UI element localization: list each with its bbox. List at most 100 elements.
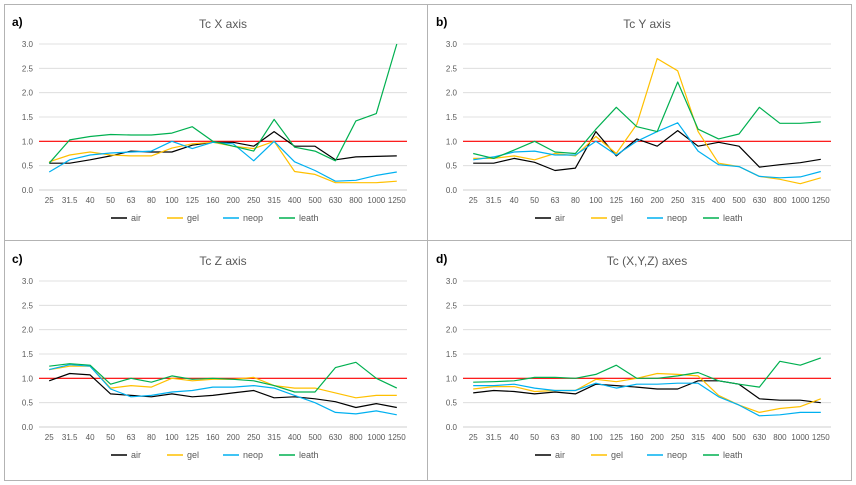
x-tick-label: 1000 — [791, 196, 809, 205]
series-line-leath — [49, 361, 398, 393]
x-tick-label: 50 — [106, 196, 115, 205]
legend-label-leath: leath — [723, 450, 743, 460]
x-tick-label: 315 — [691, 433, 705, 442]
y-tick-label: 0.5 — [446, 162, 458, 171]
chart-panel-a: a) Tc X axis 0.0 0.5 1.0 1.5 2.0 2.5 3.0 25 31.5 40… — [4, 4, 428, 241]
y-tick-label: 1.0 — [446, 137, 458, 146]
figure-frame — [4, 4, 852, 481]
x-tick-label: 400 — [712, 433, 726, 442]
x-tick-label: 250 — [671, 196, 685, 205]
x-tick-label: 31.5 — [486, 196, 502, 205]
x-tick-label: 125 — [610, 433, 624, 442]
x-tick-label: 500 — [308, 433, 322, 442]
x-tick-label: 630 — [329, 196, 343, 205]
x-tick-label: 63 — [127, 196, 136, 205]
y-tick-label: 0.0 — [22, 186, 34, 195]
x-tick-label: 500 — [732, 196, 746, 205]
x-tick-label: 25 — [45, 433, 54, 442]
chart-panel-b: b) Tc Y axis 0.0 0.5 1.0 1.5 2.0 2.5 3.0 25 31.5 40… — [428, 4, 852, 241]
x-tick-label: 31.5 — [62, 433, 78, 442]
x-tick-label: 25 — [469, 196, 478, 205]
y-tick-label: 2.5 — [446, 64, 458, 73]
x-tick-label: 100 — [165, 433, 179, 442]
series-line-neop — [49, 364, 397, 416]
x-tick-label: 80 — [147, 433, 156, 442]
x-tick-label: 250 — [671, 433, 685, 442]
x-tick-label: 315 — [267, 433, 281, 442]
x-tick-label: 250 — [247, 433, 261, 442]
x-tick-label: 50 — [530, 433, 539, 442]
series-line-leath — [48, 43, 398, 164]
series-line-leath — [473, 81, 821, 159]
legend-label-neop: neop — [667, 450, 687, 460]
legend-label-air: air — [131, 213, 141, 223]
y-tick-label: 1.5 — [446, 113, 458, 122]
series-line-neop — [473, 122, 821, 179]
y-tick-label: 1.5 — [446, 350, 458, 359]
x-tick-label: 630 — [753, 196, 767, 205]
series-line-air — [48, 372, 397, 409]
x-tick-label: 80 — [571, 196, 580, 205]
chart-svg: a) Tc X axis 0.0 0.5 1.0 1.5 2.0 2.5 3.0 25 31.5 40… — [12, 15, 407, 223]
x-tick-label: 80 — [147, 196, 156, 205]
chart-title: Tc X axis — [199, 17, 247, 31]
series-line-gel — [473, 372, 822, 413]
x-tick-label: 1000 — [791, 433, 809, 442]
y-tick-label: 3.0 — [22, 277, 34, 286]
chart-panel-d: d) Tc (X,Y,Z) axes 0.0 0.5 1.0 1.5 2.0 2.5 3.0 25… — [428, 241, 852, 481]
chart-title: Tc (X,Y,Z) axes — [607, 254, 687, 268]
x-tick-label: 500 — [732, 433, 746, 442]
x-tick-label: 315 — [691, 196, 705, 205]
x-tick-label: 800 — [349, 196, 363, 205]
series-line-gel — [473, 57, 821, 185]
chart-svg: d) Tc (X,Y,Z) axes 0.0 0.5 1.0 1.5 2.0 2.5 3.0 25… — [436, 252, 831, 460]
x-tick-label: 200 — [227, 433, 241, 442]
legend-label-gel: gel — [611, 213, 623, 223]
x-tick-label: 160 — [630, 196, 644, 205]
panel-label: c) — [12, 252, 23, 266]
x-tick-label: 1250 — [812, 433, 830, 442]
series-line-gel — [49, 140, 397, 184]
x-tick-label: 1250 — [388, 433, 406, 442]
y-tick-label: 3.0 — [446, 277, 458, 286]
x-tick-label: 160 — [206, 196, 220, 205]
x-tick-label: 31.5 — [486, 433, 502, 442]
y-tick-label: 0.5 — [446, 399, 458, 408]
x-tick-label: 200 — [651, 433, 665, 442]
x-tick-label: 315 — [267, 196, 281, 205]
x-tick-label: 50 — [530, 196, 539, 205]
x-tick-label: 40 — [86, 196, 95, 205]
series-line-air — [473, 129, 821, 172]
y-tick-label: 0.5 — [22, 399, 34, 408]
legend-label-leath: leath — [299, 450, 319, 460]
x-tick-label: 800 — [773, 196, 787, 205]
x-tick-label: 100 — [165, 196, 179, 205]
panel-label: a) — [12, 15, 23, 29]
y-tick-label: 1.0 — [446, 374, 458, 383]
x-tick-label: 160 — [630, 433, 644, 442]
y-tick-label: 2.0 — [22, 326, 34, 335]
x-tick-label: 63 — [127, 433, 136, 442]
legend-label-air: air — [131, 450, 141, 460]
series-line-neop — [48, 140, 397, 182]
x-tick-label: 40 — [510, 433, 519, 442]
x-tick-label: 400 — [712, 196, 726, 205]
y-tick-label: 1.0 — [22, 374, 34, 383]
legend-label-air: air — [555, 450, 565, 460]
series-line-air — [49, 130, 397, 164]
legend-label-leath: leath — [723, 213, 743, 223]
x-tick-label: 63 — [551, 433, 560, 442]
y-tick-label: 2.0 — [446, 89, 458, 98]
x-tick-label: 50 — [106, 433, 115, 442]
series-line-gel — [49, 365, 397, 399]
legend-label-neop: neop — [667, 213, 687, 223]
y-tick-label: 2.5 — [446, 301, 458, 310]
x-tick-label: 800 — [349, 433, 363, 442]
y-tick-label: 3.0 — [22, 40, 34, 49]
legend-label-gel: gel — [187, 450, 199, 460]
x-tick-label: 400 — [288, 196, 302, 205]
x-tick-label: 125 — [186, 433, 200, 442]
x-tick-label: 25 — [45, 196, 54, 205]
x-tick-label: 1250 — [812, 196, 830, 205]
chart-panel-c: c) Tc Z axis 0.0 0.5 1.0 1.5 2.0 2.5 3.0 25 31.5 40… — [4, 241, 428, 481]
